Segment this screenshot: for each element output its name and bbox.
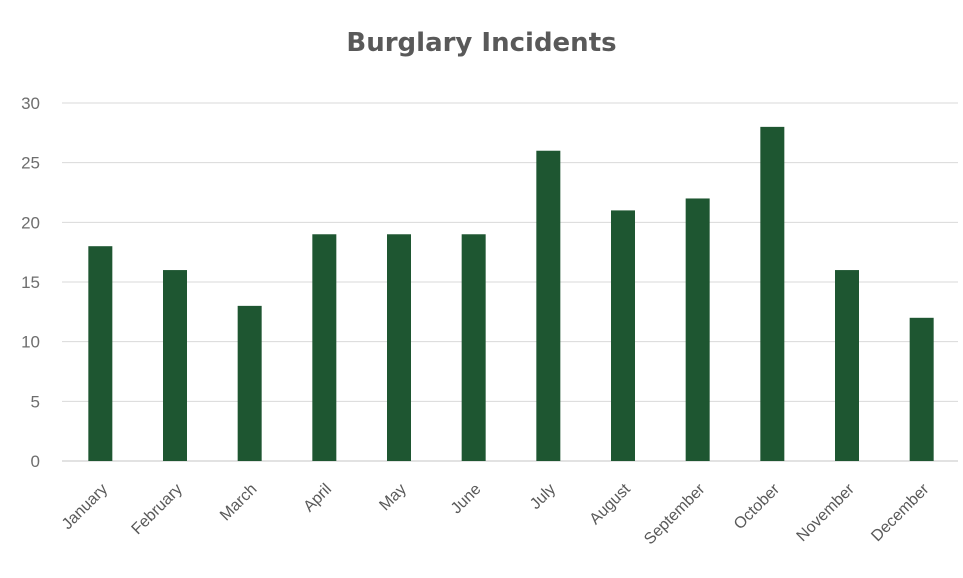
- y-tick-label: 5: [31, 392, 40, 411]
- y-tick-label: 15: [21, 273, 40, 292]
- x-tick-label: September: [641, 480, 709, 548]
- y-tick-label: 25: [21, 154, 40, 173]
- x-tick-label: June: [448, 481, 485, 518]
- bar-november: [835, 270, 859, 461]
- bar-july: [536, 150, 561, 461]
- bar-may: [387, 234, 411, 461]
- y-tick-label: 20: [21, 213, 40, 232]
- x-tick-label: May: [376, 481, 409, 514]
- bar-february: [163, 270, 187, 461]
- x-tick-label: August: [587, 480, 635, 528]
- bar-august: [611, 210, 635, 461]
- y-tick-label: 30: [21, 94, 40, 113]
- x-tick-label: October: [731, 480, 784, 533]
- x-tick-label: April: [301, 481, 336, 516]
- bar-april: [312, 234, 337, 461]
- bars: [88, 126, 934, 461]
- y-axis-ticks: 0 5 10 15 20 25 30: [21, 94, 40, 471]
- bar-december: [909, 317, 934, 461]
- x-axis-labels: January February March April May June July Augu…: [59, 480, 933, 548]
- bar-october: [760, 126, 785, 461]
- gridlines: [62, 102, 958, 462]
- x-tick-label: December: [868, 480, 933, 545]
- x-tick-label: January: [59, 481, 111, 533]
- y-tick-label: 0: [31, 452, 40, 471]
- bar-march: [237, 305, 262, 461]
- bar-january: [88, 246, 113, 461]
- x-tick-label: July: [527, 481, 559, 513]
- bar-september: [685, 198, 710, 461]
- x-tick-label: November: [794, 480, 859, 545]
- x-tick-label: February: [129, 481, 186, 538]
- chart-title: Burglary Incidents: [346, 28, 617, 58]
- y-tick-label: 10: [21, 333, 40, 352]
- bar-june: [461, 234, 486, 461]
- x-tick-label: March: [217, 481, 260, 524]
